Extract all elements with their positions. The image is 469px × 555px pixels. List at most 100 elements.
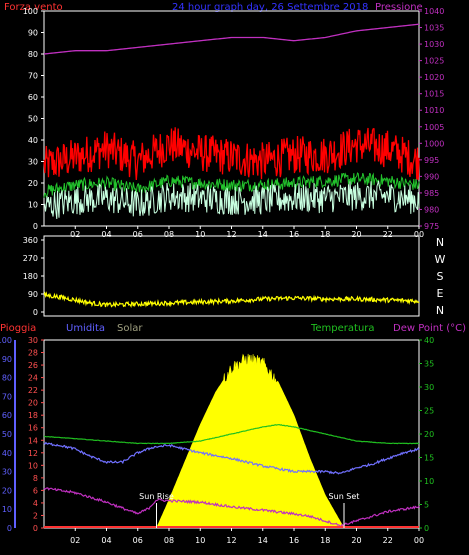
humidity-tick-label: 100 bbox=[0, 336, 12, 345]
rain-tick-label: 26 bbox=[28, 361, 38, 370]
temperature-tick-label: 5 bbox=[424, 501, 429, 510]
pressure-tick-label: 1005 bbox=[424, 123, 444, 132]
pressure-series bbox=[43, 23, 420, 55]
rain-tick-label: 10 bbox=[28, 461, 38, 470]
wind-peak-series bbox=[43, 127, 420, 181]
dewpoint-axis-title: Dew Point (°C) bbox=[393, 323, 466, 334]
temperature-ticks: 0 5 10 15 20 25 30 35 40 bbox=[419, 336, 434, 533]
compass-label: W bbox=[435, 253, 446, 266]
compass-label: N bbox=[436, 304, 444, 317]
wind-axis-title: Forza vento bbox=[4, 2, 63, 13]
pressure-tick-label: 990 bbox=[424, 172, 439, 181]
humidity-tick-label: 70 bbox=[2, 392, 12, 401]
time-tick-label: 06 bbox=[133, 536, 143, 545]
sun-markers: Sun Rise Sun Set bbox=[139, 492, 359, 528]
temperature-tick-label: 25 bbox=[424, 407, 434, 416]
rain-tick-label: 22 bbox=[28, 386, 38, 395]
humidity-tick-label: 30 bbox=[2, 468, 12, 477]
time-tick-label: 06 bbox=[133, 230, 143, 239]
temperature-tick-label: 15 bbox=[424, 454, 434, 463]
rain-tick-label: 2 bbox=[33, 511, 38, 520]
humidity-tick-label: 20 bbox=[2, 486, 12, 495]
temperature-tick-label: 0 bbox=[424, 524, 429, 533]
wind-tick-label: 100 bbox=[23, 7, 38, 16]
rain-tick-label: 18 bbox=[28, 411, 38, 420]
time-tick-label: 18 bbox=[320, 230, 330, 239]
time-tick-label: 16 bbox=[289, 230, 299, 239]
temperature-line bbox=[43, 423, 420, 445]
dewpoint-series bbox=[43, 487, 420, 528]
wind-tick-label: 40 bbox=[28, 136, 38, 145]
rain-tick-label: 20 bbox=[28, 399, 38, 408]
rain-tick-label: 14 bbox=[28, 436, 38, 445]
rain-tick-label: 12 bbox=[28, 449, 38, 458]
direction-tick-label: 0 bbox=[33, 308, 38, 317]
pressure-ticks: 975 980 985 990 995 1000 1005 1010 1015 1020 1025 1… bbox=[419, 7, 444, 231]
pressure-tick-label: 985 bbox=[424, 189, 439, 198]
time-tick-label: 02 bbox=[70, 230, 80, 239]
wind-peak-line bbox=[43, 127, 420, 181]
wind-tick-label: 0 bbox=[33, 222, 38, 231]
direction-tick-label: 90 bbox=[28, 290, 38, 299]
humidity-tick-label: 40 bbox=[2, 449, 12, 458]
pressure-tick-label: 1010 bbox=[424, 106, 444, 115]
wind-direction-series bbox=[43, 291, 420, 309]
humidity-tick-label: 0 bbox=[7, 524, 12, 533]
humidity-ticks: 0 10 20 30 40 50 60 70 80 90 100 bbox=[0, 336, 16, 533]
chart-title: 24 hour graph day, 26 Settembre 2018 bbox=[172, 2, 368, 13]
time-tick-label: 10 bbox=[195, 536, 205, 545]
rain-tick-label: 4 bbox=[33, 499, 38, 508]
wind-tick-label: 50 bbox=[28, 115, 38, 124]
compass-label: N bbox=[436, 236, 444, 249]
sunrise-label: Sun Rise bbox=[139, 492, 174, 501]
wind-tick-label: 70 bbox=[28, 72, 38, 81]
time-tick-label: 22 bbox=[383, 230, 393, 239]
rain-tick-label: 6 bbox=[33, 486, 38, 495]
time-tick-label: 12 bbox=[226, 536, 236, 545]
rain-axis-title: Pioggia bbox=[0, 323, 36, 334]
rain-tick-label: 28 bbox=[28, 349, 38, 358]
wind-speed-ticks: 0 10 20 30 40 50 60 70 80 90 100 bbox=[23, 7, 44, 231]
wind-average-series bbox=[43, 172, 420, 198]
pressure-tick-label: 980 bbox=[424, 205, 439, 214]
wind-low-line bbox=[43, 180, 420, 220]
time-tick-label: 14 bbox=[258, 536, 268, 545]
time-tick-label: 16 bbox=[289, 536, 299, 545]
pressure-tick-label: 1025 bbox=[424, 57, 444, 66]
temperature-tick-label: 40 bbox=[424, 336, 434, 345]
direction-degree-ticks: 0 90 180 270 360 bbox=[23, 236, 44, 317]
wind-tick-label: 10 bbox=[28, 201, 38, 210]
compass-label: E bbox=[437, 287, 444, 300]
temperature-series bbox=[43, 423, 420, 445]
humidity-tick-label: 50 bbox=[2, 430, 12, 439]
rain-tick-label: 30 bbox=[28, 336, 38, 345]
wind-tick-label: 80 bbox=[28, 50, 38, 59]
dewpoint-line bbox=[43, 487, 420, 528]
time-tick-label: 04 bbox=[101, 230, 111, 239]
humidity-line bbox=[43, 441, 420, 475]
pressure-tick-label: 1020 bbox=[424, 73, 444, 82]
direction-tick-label: 180 bbox=[23, 272, 38, 281]
direction-tick-label: 270 bbox=[23, 254, 38, 263]
humidity-tick-label: 80 bbox=[2, 374, 12, 383]
time-tick-label: 22 bbox=[383, 536, 393, 545]
time-tick-label: 00 bbox=[414, 230, 424, 239]
wind-low-series bbox=[43, 180, 420, 220]
solar-series bbox=[156, 353, 345, 529]
rain-tick-label: 8 bbox=[33, 474, 38, 483]
wind-tick-label: 60 bbox=[28, 93, 38, 102]
compass-label: S bbox=[437, 270, 444, 283]
pressure-tick-label: 1000 bbox=[424, 139, 444, 148]
rain-tick-label: 0 bbox=[33, 524, 38, 533]
wind-tick-label: 30 bbox=[28, 158, 38, 167]
panel1-time-ticks: 02 04 06 08 10 12 14 16 18 20 22 00 bbox=[70, 226, 424, 239]
time-tick-label: 18 bbox=[320, 536, 330, 545]
time-tick-label: 00 bbox=[414, 536, 424, 545]
time-tick-label: 12 bbox=[226, 230, 236, 239]
time-tick-label: 10 bbox=[195, 230, 205, 239]
